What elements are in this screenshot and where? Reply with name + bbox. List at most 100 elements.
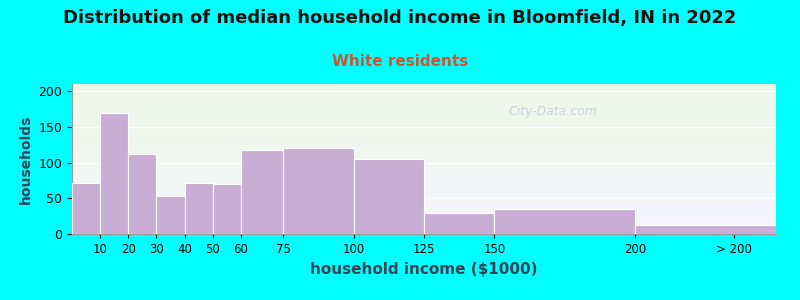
Bar bbox=[72, 139, 776, 140]
Bar bbox=[72, 231, 776, 232]
Text: Distribution of median household income in Bloomfield, IN in 2022: Distribution of median household income … bbox=[63, 9, 737, 27]
Bar bbox=[72, 121, 776, 122]
Bar bbox=[72, 219, 776, 220]
Bar bbox=[72, 129, 776, 130]
Bar bbox=[72, 133, 776, 134]
Bar bbox=[72, 102, 776, 103]
Bar bbox=[72, 123, 776, 124]
Bar bbox=[72, 194, 776, 195]
Bar bbox=[72, 179, 776, 180]
Bar bbox=[213, 184, 241, 234]
Bar bbox=[72, 149, 776, 150]
Bar bbox=[72, 124, 776, 125]
Bar bbox=[424, 213, 494, 234]
Bar bbox=[72, 158, 776, 159]
Bar bbox=[100, 112, 128, 234]
Bar bbox=[72, 132, 776, 133]
Bar bbox=[72, 86, 776, 87]
Bar bbox=[72, 155, 776, 156]
Bar bbox=[72, 107, 776, 108]
Bar bbox=[72, 193, 776, 194]
Bar bbox=[72, 161, 776, 162]
Bar bbox=[72, 228, 776, 229]
Bar bbox=[72, 131, 776, 132]
Bar bbox=[72, 181, 776, 182]
Bar bbox=[72, 198, 776, 199]
Bar bbox=[72, 220, 776, 221]
Bar bbox=[72, 151, 776, 152]
Bar bbox=[72, 177, 776, 178]
Bar bbox=[72, 217, 776, 218]
Bar bbox=[72, 205, 776, 206]
Bar bbox=[72, 128, 776, 129]
Bar bbox=[72, 119, 776, 120]
Bar bbox=[72, 183, 100, 234]
Bar bbox=[72, 95, 776, 96]
Bar bbox=[72, 216, 776, 217]
Bar bbox=[72, 215, 776, 216]
Bar bbox=[72, 186, 776, 187]
Bar bbox=[72, 196, 776, 197]
Bar bbox=[72, 93, 776, 94]
Bar bbox=[72, 159, 776, 160]
Bar bbox=[72, 87, 776, 88]
Bar bbox=[72, 112, 776, 113]
Bar bbox=[72, 136, 776, 137]
Bar bbox=[72, 137, 776, 138]
Y-axis label: households: households bbox=[19, 114, 33, 204]
Bar bbox=[241, 150, 283, 234]
Bar bbox=[72, 104, 776, 105]
Bar bbox=[72, 195, 776, 196]
Bar bbox=[72, 89, 776, 90]
Bar bbox=[72, 221, 776, 222]
Bar bbox=[72, 88, 776, 89]
Bar bbox=[72, 105, 776, 106]
Bar bbox=[72, 140, 776, 141]
Bar bbox=[72, 173, 776, 174]
Bar bbox=[72, 150, 776, 151]
Bar bbox=[72, 122, 776, 123]
Bar bbox=[72, 111, 776, 112]
Bar bbox=[72, 199, 776, 200]
Bar bbox=[494, 209, 635, 234]
Bar bbox=[72, 138, 776, 139]
Bar bbox=[72, 106, 776, 107]
Bar bbox=[72, 174, 776, 175]
Bar bbox=[72, 200, 776, 201]
Bar bbox=[72, 118, 776, 119]
Bar bbox=[72, 185, 776, 186]
Bar bbox=[72, 154, 776, 155]
Bar bbox=[72, 222, 776, 223]
Bar bbox=[72, 192, 776, 193]
Bar bbox=[72, 208, 776, 209]
Bar bbox=[72, 224, 776, 225]
Bar bbox=[72, 117, 776, 118]
Bar bbox=[72, 162, 776, 163]
Bar bbox=[72, 100, 776, 101]
Bar bbox=[72, 172, 776, 173]
Bar bbox=[72, 97, 776, 98]
Bar bbox=[72, 160, 776, 161]
Bar bbox=[72, 169, 776, 170]
Bar bbox=[72, 180, 776, 181]
Bar bbox=[72, 214, 776, 215]
Bar bbox=[128, 154, 157, 234]
Bar bbox=[72, 223, 776, 224]
Bar bbox=[72, 167, 776, 168]
Bar bbox=[72, 206, 776, 207]
Bar bbox=[72, 202, 776, 203]
Bar bbox=[72, 188, 776, 189]
Bar bbox=[72, 120, 776, 121]
Bar bbox=[72, 163, 776, 164]
Bar bbox=[72, 114, 776, 115]
Bar bbox=[72, 204, 776, 205]
Bar bbox=[72, 207, 776, 208]
Bar bbox=[72, 197, 776, 198]
Bar bbox=[72, 232, 776, 233]
Bar bbox=[72, 110, 776, 111]
Bar bbox=[72, 164, 776, 165]
Bar bbox=[72, 98, 776, 99]
Bar bbox=[72, 225, 776, 226]
Bar bbox=[72, 84, 776, 85]
Text: City-Data.com: City-Data.com bbox=[509, 104, 598, 118]
